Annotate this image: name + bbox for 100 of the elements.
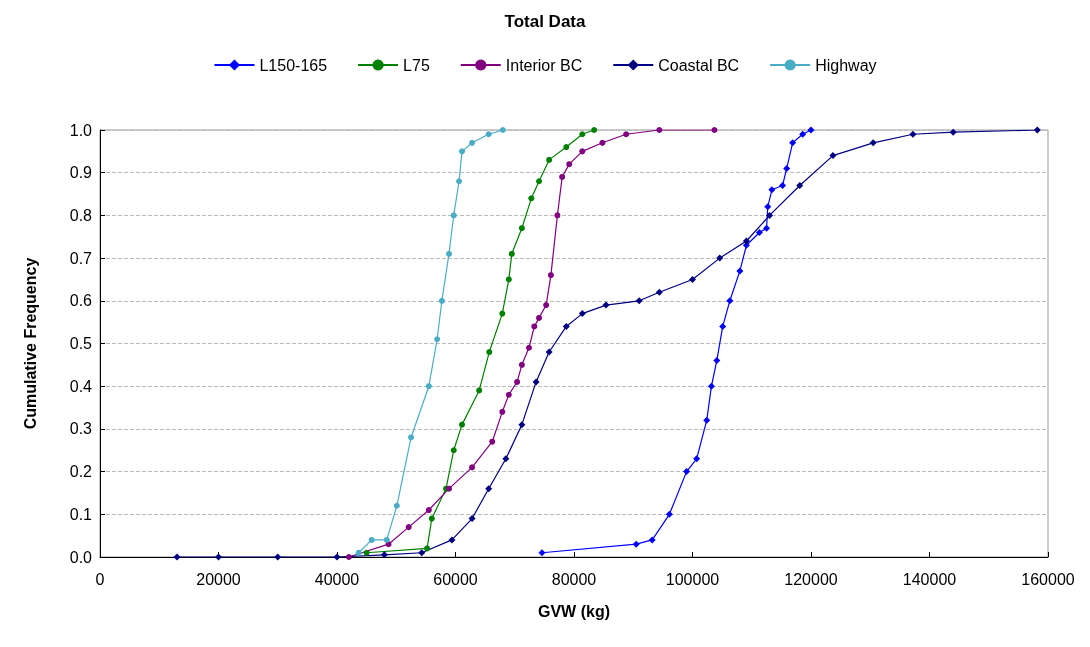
point <box>783 164 791 172</box>
point <box>796 182 804 190</box>
point <box>450 212 457 219</box>
y-tick-label: 0.1 <box>69 505 93 523</box>
point <box>755 228 763 236</box>
point <box>591 127 598 133</box>
point <box>807 126 815 134</box>
y-tick-label: 0.3 <box>69 420 93 438</box>
point <box>689 275 696 283</box>
y-tick-label: 0.4 <box>69 377 93 395</box>
point <box>486 349 493 356</box>
legend-label: Coastal BC <box>658 56 740 74</box>
point <box>742 237 750 245</box>
legend-label: L75 <box>403 56 430 74</box>
point <box>602 301 610 309</box>
x-tick-label: 140000 <box>902 570 957 588</box>
point <box>448 536 456 544</box>
point <box>405 524 412 531</box>
point <box>713 357 721 365</box>
point <box>468 515 476 523</box>
point <box>546 156 553 163</box>
point <box>538 549 546 557</box>
point <box>579 148 586 155</box>
point <box>363 549 370 556</box>
x-tick-label: 0 <box>95 570 105 588</box>
point <box>547 272 554 279</box>
point <box>508 250 515 257</box>
y-tick-label: 0.6 <box>69 292 93 310</box>
y-tick-label: 0.0 <box>69 548 93 566</box>
point <box>703 416 711 424</box>
y-axis-title: Cumulative Frequency <box>21 257 39 430</box>
point <box>563 144 570 151</box>
point <box>949 128 957 136</box>
point <box>579 131 586 138</box>
point <box>693 455 701 463</box>
point <box>383 536 390 543</box>
x-tick-label: 100000 <box>665 570 720 588</box>
point <box>518 225 525 232</box>
point <box>768 186 776 194</box>
point <box>536 314 543 321</box>
point <box>635 297 643 305</box>
point <box>789 139 797 147</box>
point <box>869 139 877 147</box>
chart-title: Total Data <box>504 12 586 31</box>
point <box>779 182 787 190</box>
x-axis-title: GVW (kg) <box>538 602 610 620</box>
point <box>532 378 540 386</box>
x-tick-label: 80000 <box>551 570 597 588</box>
point <box>274 553 282 561</box>
point <box>518 361 525 368</box>
point <box>499 127 506 133</box>
point <box>380 551 388 559</box>
point <box>333 553 341 561</box>
y-tick-label: 1.0 <box>69 121 93 139</box>
point <box>545 348 553 356</box>
point <box>518 421 526 429</box>
point <box>799 130 807 138</box>
y-tick-label: 0.5 <box>69 335 93 352</box>
point <box>719 322 727 330</box>
point <box>428 515 435 522</box>
point <box>485 131 492 138</box>
point <box>525 344 532 351</box>
point <box>1033 126 1041 134</box>
point <box>766 211 774 219</box>
point <box>716 254 724 262</box>
point <box>355 549 362 556</box>
x-tick-label: 120000 <box>784 570 838 588</box>
point <box>623 131 630 138</box>
point <box>764 203 772 211</box>
point <box>502 455 510 463</box>
y-tick-label: 0.2 <box>69 463 93 481</box>
point <box>368 536 375 543</box>
point <box>450 447 457 454</box>
point <box>531 323 538 330</box>
point <box>489 438 496 445</box>
point <box>445 250 452 257</box>
point <box>909 130 917 138</box>
point <box>459 148 466 155</box>
point <box>434 336 441 343</box>
x-tick-label: 40000 <box>314 570 360 588</box>
point <box>554 212 561 219</box>
point <box>425 507 432 514</box>
point <box>499 408 506 415</box>
point <box>499 310 506 317</box>
point <box>711 127 718 133</box>
point <box>707 382 715 390</box>
point <box>566 161 573 168</box>
point <box>559 173 566 180</box>
point <box>736 267 744 275</box>
point <box>424 545 431 552</box>
point <box>665 510 673 518</box>
point <box>345 554 352 560</box>
y-tick-label: 0.7 <box>69 249 93 267</box>
x-tick-label: 160000 <box>1021 570 1075 588</box>
point <box>456 178 463 185</box>
point <box>726 297 734 305</box>
point <box>648 536 656 544</box>
legend-label: Interior BC <box>505 56 583 74</box>
point <box>829 152 837 160</box>
point <box>505 391 512 398</box>
